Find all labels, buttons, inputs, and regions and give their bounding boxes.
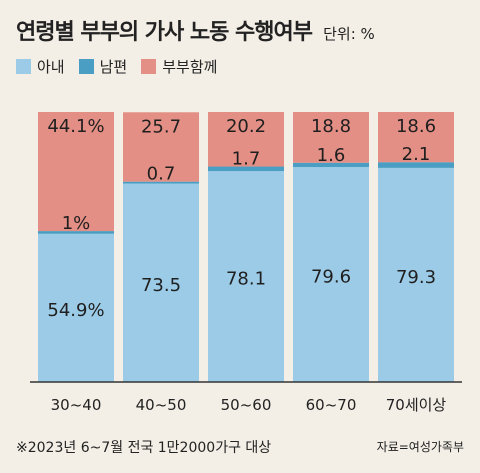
data-label-husband-0: 1% [62,213,91,234]
legend-swatch-wife [16,59,31,74]
x-tick-label-0: 30~40 [51,396,102,414]
data-label-wife-1: 73.5 [141,275,181,296]
bar-segment-husband-0 [38,231,114,234]
data-label-both-3: 18.8 [311,116,351,137]
bar-segment-husband-2 [208,166,284,172]
legend-swatch-husband [78,59,94,74]
legend-swatch-both [141,59,157,74]
bar-segment-both-2 [208,112,284,167]
bar-segment-both-4 [378,112,454,163]
data-label-husband-1: 0.7 [147,164,176,185]
legend-label-husband: 남편 [99,58,128,76]
chart-header: 연령별 부부의 가사 노동 수행여부 단위: % [16,14,375,46]
data-label-wife-4: 79.3 [396,267,436,288]
legend-item-husband: 남편 [78,56,128,77]
legend-item-wife: 아내 [16,56,65,77]
legend-label-both: 부부함께 [162,58,218,76]
x-tick-label-2: 50~60 [221,396,272,414]
bar-segment-both-0 [38,112,114,232]
bar-segment-both-1 [123,112,199,182]
bar-segment-both-3 [293,112,369,163]
data-label-both-1: 25.7 [141,116,181,137]
x-tick-label-3: 60~70 [306,396,357,414]
data-label-both-0: 44.1% [47,116,104,137]
source-credit: 자료=여성가족부 [376,440,464,454]
bar-segment-husband-3 [293,162,369,168]
bar-segment-husband-1 [123,181,199,184]
bar-segment-wife-0 [38,233,114,382]
legend-label-wife: 아내 [37,58,65,76]
x-tick-label-1: 40~50 [136,396,187,414]
x-tick-label-4: 70세이상 [386,396,447,414]
bar-segment-wife-4 [378,167,454,382]
chart-title: 연령별 부부의 가사 노동 수행여부 [16,20,313,45]
data-label-wife-3: 79.6 [311,267,351,288]
bar-segment-wife-1 [123,183,199,382]
bar-segment-wife-2 [208,171,284,382]
data-label-wife-0: 54.9% [47,300,104,321]
data-label-both-2: 20.2 [226,116,266,137]
bar-segment-husband-4 [378,162,454,168]
data-label-husband-3: 1.6 [317,145,346,166]
data-label-both-4: 18.6 [396,116,436,137]
data-label-wife-2: 78.1 [226,269,266,290]
footnote: ※2023년 6~7월 전국 1만2000가구 대상 [16,440,272,456]
legend-item-both: 부부함께 [141,56,217,77]
data-label-husband-4: 2.1 [402,144,431,165]
data-label-husband-2: 1.7 [232,149,261,170]
bar-segment-wife-3 [293,167,369,382]
unit-label: 단위: % [323,25,375,43]
legend: 아내 남편 부부함께 [16,56,231,77]
